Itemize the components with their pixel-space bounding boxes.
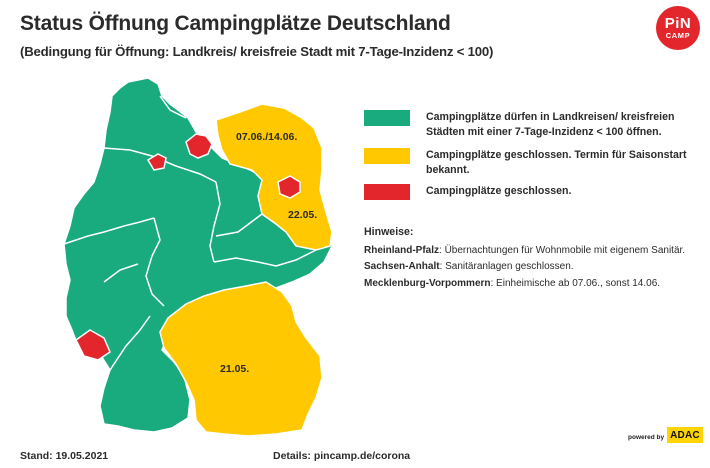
- map-label-bb: 22.05.: [288, 209, 317, 221]
- note-state: Sachsen-Anhalt: [364, 261, 440, 272]
- footer-stand: Stand: 19.05.2021: [20, 450, 109, 462]
- note-mecklenburg-vorpommern: Mecklenburg-Vorpommern: Einheimische ab …: [364, 276, 704, 293]
- map-region-bremen: [146, 153, 167, 171]
- notes: Hinweise: Rheinland-Pfalz: Übernachtunge…: [364, 224, 704, 292]
- map-region-berlin: [277, 175, 301, 199]
- pincamp-logo: PiN CAMP: [656, 6, 700, 50]
- legend-item-scheduled: Campingplätze geschlossen. Termin für Sa…: [364, 148, 701, 178]
- note-text: : Sanitäranlagen geschlossen.: [439, 261, 574, 272]
- map-label-by: 21.05.: [220, 363, 249, 375]
- map-region-saarland: [75, 329, 111, 361]
- adac-logo: ADAC: [667, 427, 703, 443]
- powered-by-text: powered by: [628, 434, 665, 441]
- legend-text-scheduled: Campingplätze geschlossen. Termin für Sa…: [426, 149, 687, 176]
- map-state-borders: [63, 95, 317, 371]
- note-text: : Übernachtungen für Wohnmobile mit eige…: [439, 244, 686, 256]
- map-region-hamburg: [185, 133, 213, 159]
- note-state: Rheinland-Pfalz: [364, 244, 440, 256]
- logo-line2: CAMP: [665, 31, 691, 41]
- map-label-mv: 07.06./14.06.: [236, 131, 297, 143]
- footer-details: Details: pincamp.de/corona: [273, 450, 411, 462]
- legend-swatch-green: [364, 110, 410, 126]
- logo-line1: PiN: [664, 15, 692, 33]
- legend-swatch-red: [364, 184, 410, 200]
- map-region-by: [159, 281, 323, 437]
- note-state: Mecklenburg-Vorpommern: [364, 277, 491, 289]
- legend-text-open: Campingplätze dürfen in Landkreisen/ kre…: [426, 111, 675, 138]
- adac-badge: powered by ADAC: [628, 427, 703, 443]
- legend-item-open: Campingplätze dürfen in Landkreisen/ kre…: [364, 110, 701, 140]
- legend-swatch-yellow: [364, 148, 410, 164]
- notes-heading: Hinweise:: [364, 226, 414, 238]
- legend-item-closed: Campingplätze geschlossen.: [364, 184, 701, 200]
- page-subtitle: (Bedingung für Öffnung: Landkreis/ kreis…: [20, 44, 494, 59]
- map-region-mv-bb: [215, 103, 333, 251]
- note-rheinland-pfalz: Rheinland-Pfalz: Übernachtungen für Wohn…: [364, 243, 704, 260]
- note-text: : Einheimische ab 07.06., sonst 14.06.: [490, 277, 661, 289]
- page-title: Status Öffnung Campingplätze Deutschland: [20, 12, 451, 35]
- note-sachsen-anhalt: Sachsen-Anhalt: Sanitäranlagen geschloss…: [364, 259, 704, 276]
- legend-text-closed: Campingplätze geschlossen.: [426, 185, 572, 197]
